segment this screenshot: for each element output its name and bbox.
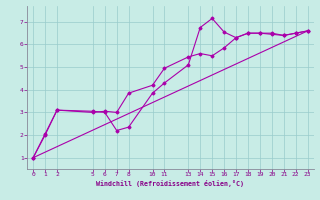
X-axis label: Windchill (Refroidissement éolien,°C): Windchill (Refroidissement éolien,°C) xyxy=(96,180,244,187)
